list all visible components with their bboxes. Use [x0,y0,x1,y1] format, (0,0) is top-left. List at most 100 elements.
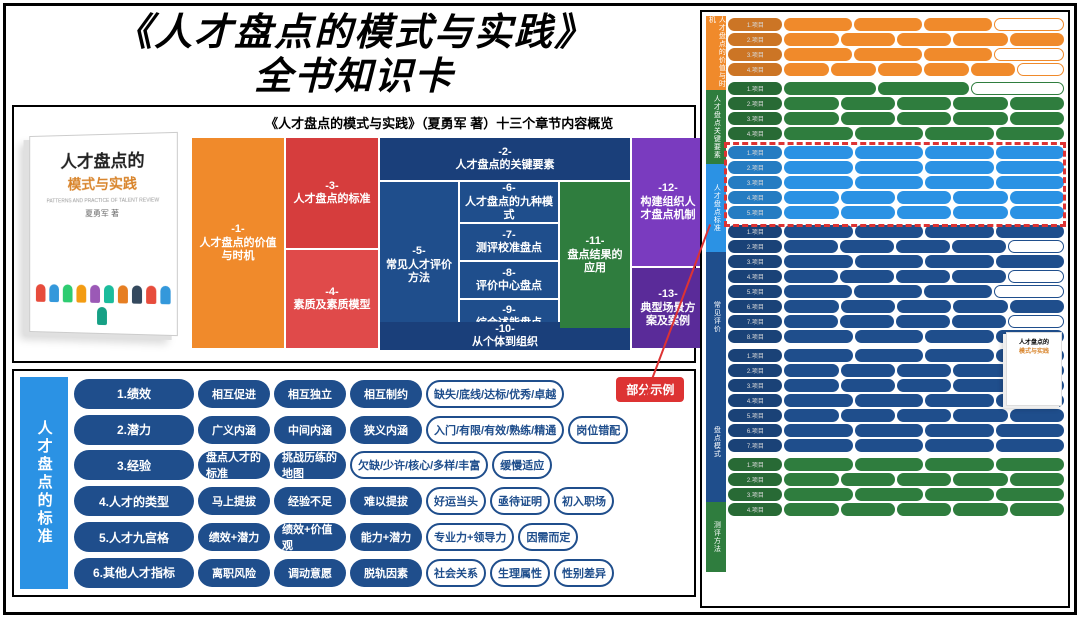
row-lead: 1.绩效 [74,379,194,409]
mini-pill [784,63,829,76]
mini-pill [925,225,993,238]
treemap-cell: -2-人才盘点的关键要素 [380,138,630,180]
mini-pill [971,63,1016,76]
mini-pill [925,458,993,471]
mini-pill: 1.项目 [728,18,782,31]
book-author: 夏勇军 著 [85,208,119,219]
mini-pill [855,394,923,407]
mini-pill [855,330,923,343]
mini-pill: 8.项目 [728,330,782,343]
mini-pill: 1.项目 [728,349,782,362]
mini-pill [784,364,838,377]
mini-pill [841,364,895,377]
mini-pill [784,439,852,452]
mini-pill: 1.项目 [728,458,782,471]
mini-pill [784,112,838,125]
mini-row: 3.项目 [728,48,1064,61]
treemap-cell: -4-素质及素质模型 [286,250,378,348]
mini-pill [897,33,951,46]
mini-pill [994,48,1064,61]
mini-pill [953,206,1007,219]
mini-pill [925,127,993,140]
treemap-cell: -6-人才盘点的九种模式 [460,182,558,222]
mini-row: 3.项目 [728,255,1064,268]
book-cover: 人才盘点的 模式与实践 PATTERNS AND PRACTICE OF TAL… [22,113,182,355]
mini-pill [841,191,895,204]
mini-pill [996,424,1064,437]
mini-pill [784,473,838,486]
mini-row: 5.项目 [728,206,1064,219]
mini-pill [784,394,852,407]
mini-pill [925,176,993,189]
mini-pill [897,112,951,125]
mini-pill [1010,97,1064,110]
mini-pill [878,63,923,76]
pill-fill: 绩效+价值观 [274,523,346,551]
book-shape: 人才盘点的 模式与实践 PATTERNS AND PRACTICE OF TAL… [29,132,178,336]
pill-fill: 相互制约 [350,380,422,408]
mini-pill [784,270,838,283]
mini-pill [953,300,1007,313]
mini-pill [1010,112,1064,125]
mini-row: 4.项目 [728,270,1064,283]
mini-row: 3.项目 [728,112,1064,125]
mini-pill: 2.项目 [728,161,782,174]
pill-fill: 能力+潜力 [350,523,422,551]
mini-pill [952,315,1006,328]
mini-pill [841,473,895,486]
mini-pill [784,379,838,392]
mini-pill [953,112,1007,125]
row-lead: 3.经验 [74,450,194,480]
mini-pill [784,97,838,110]
pill-outline: 初入职场 [554,487,614,515]
mini-section: 1.项目2.项目3.项目4.项目5.项目6.项目7.项目8.项目 [728,223,1064,345]
mini-pill: 1.项目 [728,225,782,238]
mini-pill [784,240,838,253]
mini-pill [1010,33,1064,46]
pill-fill: 离职风险 [198,559,270,587]
mini-pill [784,315,838,328]
mini-pill [784,330,852,343]
mini-pill [924,285,992,298]
mini-pill [784,82,875,95]
mini-row: 5.项目 [728,409,1064,422]
mini-pill [784,503,838,516]
mini-row: 7.项目 [728,315,1064,328]
mini-pill [897,503,951,516]
mini-pill [925,146,993,159]
mini-pill: 3.项目 [728,379,782,392]
standards-sidebar: 人才盘点的标准 [20,377,68,589]
pill-outline: 生理属性 [490,559,550,587]
mini-side-seg: 盘点模式 [706,382,726,502]
mini-pill [784,409,838,422]
mini-pill [855,146,923,159]
pill-outline: 入门/有限/有效/熟练/精通 [426,416,564,444]
mini-pill [994,18,1064,31]
mini-pill [1008,315,1064,328]
mini-pill [840,240,894,253]
mini-pill [1008,240,1064,253]
standards-panel: 人才盘点的标准 1.绩效相互促进相互独立相互制约缺失/底线/达标/优秀/卓越2.… [12,369,696,597]
mini-pill [784,424,852,437]
pill-outline: 专业力+领导力 [426,523,514,551]
standard-row: 3.经验盘点人才的标准挑战历练的地图欠缺/少许/核心/多样/丰富缓慢适应 [74,449,688,482]
mini-pill [855,255,923,268]
mini-row: 4.项目 [728,503,1064,516]
mini-pill [953,33,1007,46]
treemap-cell: -11-盘点结果的应用 [560,182,630,328]
mini-pill [897,364,951,377]
mini-pill [1008,270,1064,283]
mini-pill [924,18,992,31]
mini-pill: 1.项目 [728,82,782,95]
mini-pill: 5.项目 [728,206,782,219]
pill-fill: 调动意愿 [274,559,346,587]
mini-pill [996,439,1064,452]
mini-pill: 2.项目 [728,33,782,46]
mini-pill [996,488,1064,501]
treemap-cell: -3-人才盘点的标准 [286,138,378,248]
mini-pill [924,63,969,76]
mini-pill [1010,503,1064,516]
treemap-cell: -8-评价中心盘点 [460,262,558,298]
mini-row: 2.项目 [728,473,1064,486]
mini-pill [855,488,923,501]
